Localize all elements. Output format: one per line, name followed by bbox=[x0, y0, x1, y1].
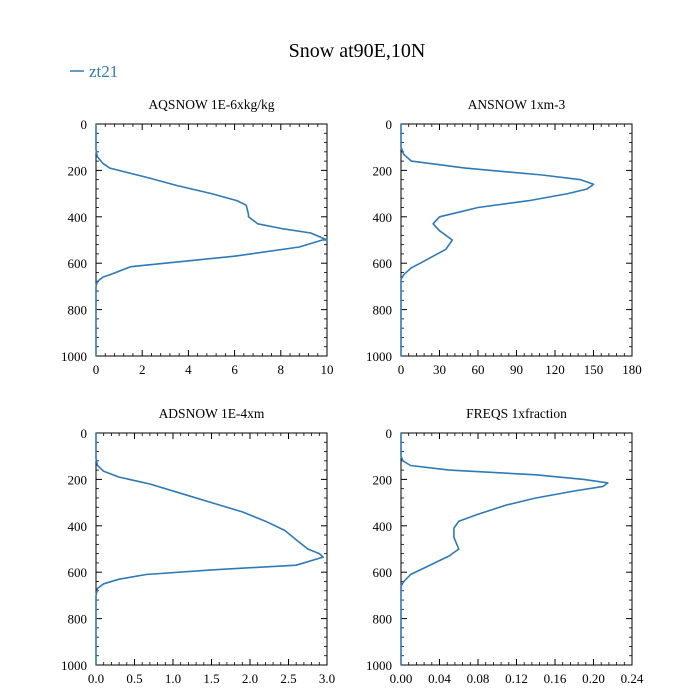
series-line-zt21 bbox=[95, 124, 328, 356]
y-tick-label: 200 bbox=[68, 163, 88, 178]
y-tick-label: 600 bbox=[373, 565, 393, 580]
x-tick-label: 0 bbox=[398, 362, 405, 377]
y-tick-label: 200 bbox=[373, 472, 393, 487]
x-tick-label: 0.16 bbox=[544, 671, 567, 686]
x-tick-label: 0.12 bbox=[505, 671, 528, 686]
y-tick-label: 0 bbox=[386, 117, 393, 132]
legend-label: zt21 bbox=[89, 62, 118, 81]
chart-panel-2: ANSNOW 1xm-3 0 30 60 90 120 150 180 0 200 400 600 80… bbox=[366, 97, 642, 377]
x-tick-label: 0.20 bbox=[582, 671, 605, 686]
chart-panel-4: FREQS 1xfraction 0.00 0.04 0.08 0.12 0.16 0.20… bbox=[366, 406, 644, 686]
y-tick-label: 400 bbox=[68, 519, 88, 534]
x-tick-label: 180 bbox=[622, 362, 642, 377]
panel-title: ANSNOW 1xm-3 bbox=[468, 97, 566, 112]
x-tick-label: 4 bbox=[185, 362, 192, 377]
y-tick-label: 800 bbox=[68, 303, 88, 318]
x-tick-label: 0.0 bbox=[88, 671, 104, 686]
x-tick-label: 3.0 bbox=[319, 671, 335, 686]
x-tick-label: 0.04 bbox=[428, 671, 451, 686]
panel-title: AQSNOW 1E-6xkg/kg bbox=[148, 97, 274, 112]
x-tick-label: 120 bbox=[545, 362, 565, 377]
y-tick-label: 0 bbox=[81, 117, 88, 132]
y-tick-label: 200 bbox=[68, 472, 88, 487]
y-tick-label: 1000 bbox=[366, 349, 392, 364]
y-tick-label: 400 bbox=[373, 210, 393, 225]
series-line-zt21 bbox=[95, 433, 324, 665]
x-tick-label: 0.08 bbox=[467, 671, 490, 686]
y-tick-label: 800 bbox=[68, 612, 88, 627]
panel-title: ADSNOW 1E-4xm bbox=[159, 406, 265, 421]
x-tick-label: 0.24 bbox=[621, 671, 644, 686]
x-tick-label: 1.0 bbox=[165, 671, 181, 686]
y-tick-label: 800 bbox=[373, 303, 393, 318]
y-tick-label: 400 bbox=[373, 519, 393, 534]
y-tick-label: 200 bbox=[373, 163, 393, 178]
y-tick-label: 0 bbox=[386, 426, 393, 441]
x-tick-label: 10 bbox=[321, 362, 334, 377]
y-tick-label: 1000 bbox=[366, 658, 392, 673]
series-line-zt21 bbox=[400, 433, 609, 665]
x-tick-label: 0.5 bbox=[126, 671, 142, 686]
x-tick-label: 30 bbox=[433, 362, 446, 377]
y-tick-label: 0 bbox=[81, 426, 88, 441]
x-tick-label: 6 bbox=[231, 362, 238, 377]
y-tick-label: 600 bbox=[68, 565, 88, 580]
x-tick-label: 90 bbox=[510, 362, 523, 377]
y-tick-label: 600 bbox=[373, 256, 393, 271]
x-tick-label: 60 bbox=[472, 362, 485, 377]
plot-frame bbox=[95, 432, 328, 666]
plot-frame bbox=[400, 123, 633, 357]
figure-title: Snow at90E,10N bbox=[289, 40, 426, 62]
y-tick-label: 800 bbox=[373, 612, 393, 627]
x-tick-label: 2 bbox=[139, 362, 146, 377]
x-tick-label: 0.00 bbox=[390, 671, 413, 686]
series-line-zt21 bbox=[400, 124, 595, 356]
x-tick-label: 2.0 bbox=[242, 671, 258, 686]
x-tick-label: 2.5 bbox=[280, 671, 296, 686]
panel-title: FREQS 1xfraction bbox=[466, 406, 567, 421]
x-tick-label: 8 bbox=[278, 362, 285, 377]
y-tick-label: 400 bbox=[68, 210, 88, 225]
chart-panel-3: ADSNOW 1E-4xm 0.0 0.5 1.0 1.5 2.0 2.5 3.0 0 200 40… bbox=[61, 406, 335, 686]
plot-frame bbox=[95, 123, 328, 357]
y-tick-label: 1000 bbox=[61, 349, 87, 364]
panels: AQSNOW 1E-6xkg/kg0 2 4 6 8 100200400600800100… bbox=[61, 97, 644, 686]
y-tick-label: 1000 bbox=[61, 658, 87, 673]
chart-panel-1: AQSNOW 1E-6xkg/kg 0 2 4 6 8 10 0 200 400 600 800 100… bbox=[61, 97, 334, 377]
y-tick-label: 600 bbox=[68, 256, 88, 271]
x-tick-label: 150 bbox=[584, 362, 604, 377]
x-tick-label: 0 bbox=[93, 362, 100, 377]
x-tick-label: 1.5 bbox=[203, 671, 219, 686]
